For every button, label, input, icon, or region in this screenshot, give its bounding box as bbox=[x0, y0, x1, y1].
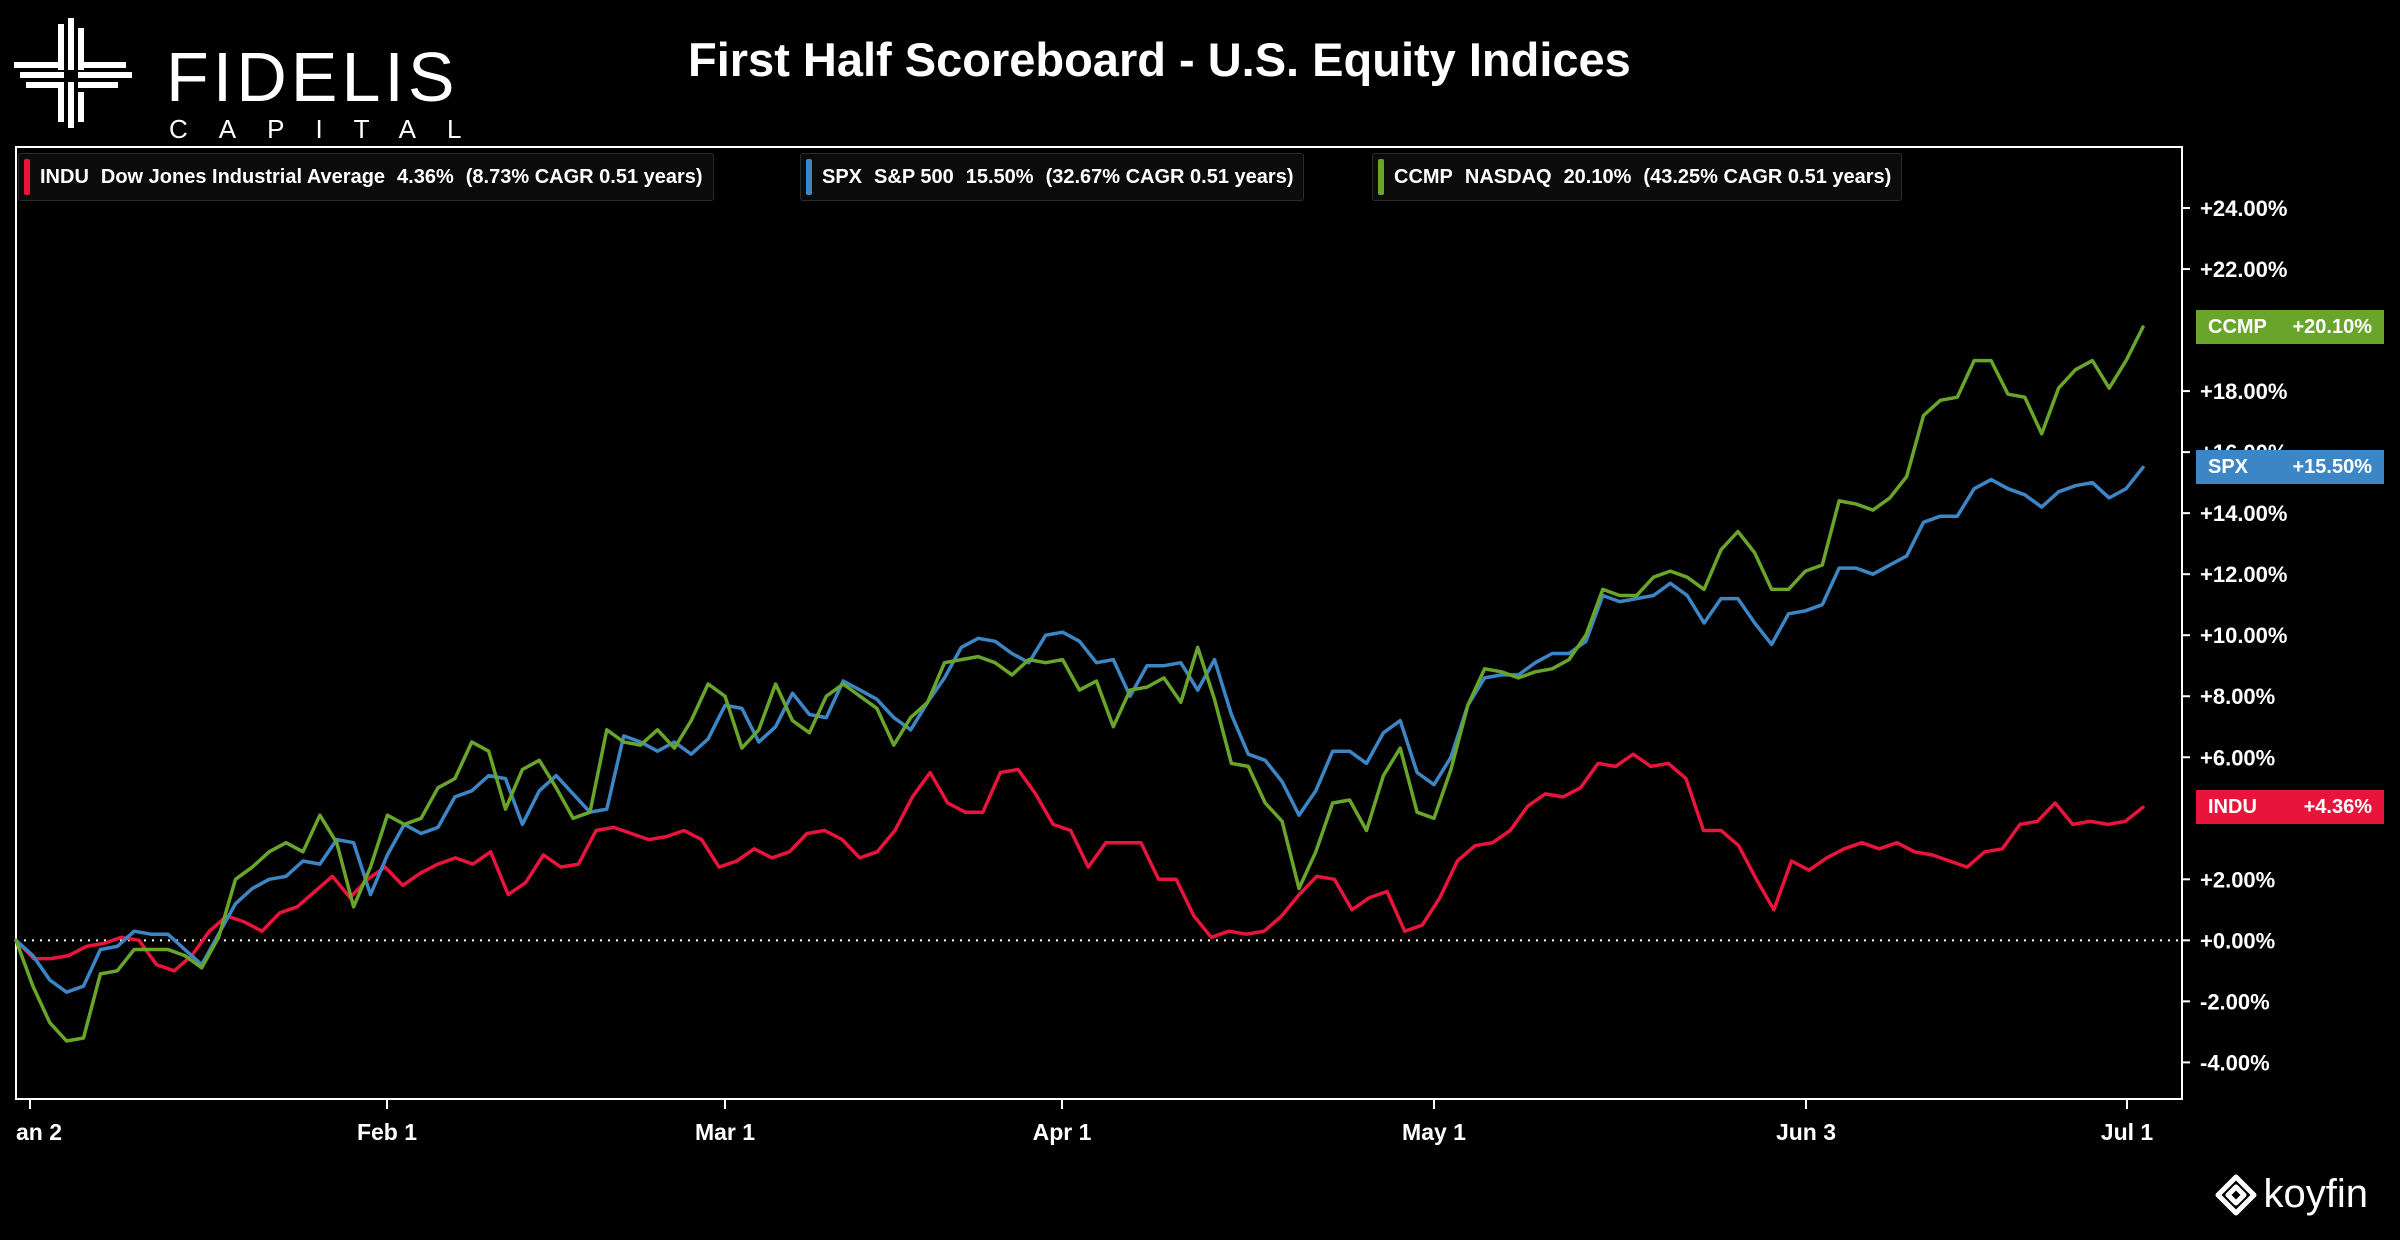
last-value-tag-spx: SPX +15.50% bbox=[2196, 450, 2384, 485]
fidelis-mark-icon bbox=[14, 18, 132, 128]
tag-value: +15.50% bbox=[2292, 455, 2372, 478]
plot-frame bbox=[15, 146, 2183, 1100]
legend-item-ccmp[interactable]: CCMP NASDAQ 20.10% (43.25% CAGR 0.51 yea… bbox=[1372, 153, 1903, 201]
legend-cagr: (8.73% CAGR 0.51 years) bbox=[465, 165, 703, 188]
y-tick-label: +0.00% bbox=[2200, 928, 2275, 953]
logo-wordmark: FIDELIS bbox=[166, 38, 459, 116]
y-tick-label: +6.00% bbox=[2200, 745, 2275, 770]
x-tick-label: an 2 bbox=[16, 1119, 62, 1145]
legend-color-swatch bbox=[806, 159, 812, 195]
legend-item-indu[interactable]: INDU Dow Jones Industrial Average 4.36% … bbox=[18, 153, 714, 201]
x-tick-label: Feb 1 bbox=[357, 1119, 417, 1145]
x-tick-label: May 1 bbox=[1402, 1119, 1466, 1145]
legend-return: 20.10% bbox=[1563, 165, 1632, 188]
legend-color-swatch bbox=[24, 159, 30, 195]
tag-ticker: INDU bbox=[2208, 795, 2257, 818]
last-value-tag-ccmp: CCMP +20.10% bbox=[2196, 310, 2384, 345]
fidelis-logo: FIDELIS CAPITAL bbox=[14, 18, 461, 142]
chart-title: First Half Scoreboard - U.S. Equity Indi… bbox=[688, 33, 1631, 86]
x-tick-label: Apr 1 bbox=[1033, 1119, 1092, 1145]
tag-value: +4.36% bbox=[2303, 795, 2372, 818]
logo-subtitle: CAPITAL bbox=[169, 114, 493, 144]
legend-ticker: CCMP bbox=[1394, 165, 1453, 188]
koyfin-logo-icon bbox=[2215, 1174, 2256, 1215]
koyfin-brand[interactable]: koyfin bbox=[2214, 1172, 2369, 1217]
tag-value: +20.10% bbox=[2292, 315, 2372, 338]
x-tick-label: Jul 1 bbox=[2101, 1119, 2154, 1145]
y-tick-label: +12.00% bbox=[2200, 562, 2287, 587]
legend-name: S&P 500 bbox=[874, 165, 954, 188]
legend-return: 4.36% bbox=[397, 165, 454, 188]
x-tick-label: Mar 1 bbox=[695, 1119, 755, 1145]
y-tick-label: +10.00% bbox=[2200, 623, 2287, 648]
legend-cagr: (32.67% CAGR 0.51 years) bbox=[1045, 165, 1294, 188]
legend-ticker: SPX bbox=[822, 165, 863, 188]
y-tick-label: +14.00% bbox=[2200, 501, 2287, 526]
y-tick-label: +22.00% bbox=[2200, 257, 2287, 282]
y-tick-label: +8.00% bbox=[2200, 684, 2275, 709]
legend-return: 15.50% bbox=[965, 165, 1034, 188]
y-tick-label: +24.00% bbox=[2200, 196, 2287, 221]
legend-color-swatch bbox=[1378, 159, 1384, 195]
y-tick-label: +2.00% bbox=[2200, 867, 2275, 892]
legend-name: Dow Jones Industrial Average bbox=[100, 165, 386, 188]
x-axis: an 2 Feb 1 Mar 1 Apr 1 May 1 Jun 3 Jul 1 bbox=[16, 1099, 2153, 1145]
y-tick-label: +18.00% bbox=[2200, 379, 2287, 404]
koyfin-wordmark: koyfin bbox=[2263, 1172, 2369, 1216]
series-line-spx[interactable] bbox=[14, 465, 2145, 994]
x-tick-label: Jun 3 bbox=[1776, 1119, 1836, 1145]
y-tick-label: -2.00% bbox=[2200, 989, 2270, 1014]
legend-ticker: INDU bbox=[40, 165, 89, 188]
tag-ticker: CCMP bbox=[2208, 315, 2267, 338]
legend-name: NASDAQ bbox=[1464, 165, 1552, 188]
legend-item-spx[interactable]: SPX S&P 500 15.50% (32.67% CAGR 0.51 yea… bbox=[800, 153, 1305, 201]
series-line-indu[interactable] bbox=[14, 752, 2145, 973]
last-value-tag-indu: INDU +4.36% bbox=[2196, 790, 2384, 825]
series-line-ccmp[interactable] bbox=[14, 325, 2145, 1043]
tag-ticker: SPX bbox=[2208, 455, 2249, 478]
series-lines bbox=[14, 325, 2145, 1043]
legend-cagr: (43.25% CAGR 0.51 years) bbox=[1643, 165, 1892, 188]
y-tick-label: -4.00% bbox=[2200, 1050, 2270, 1075]
